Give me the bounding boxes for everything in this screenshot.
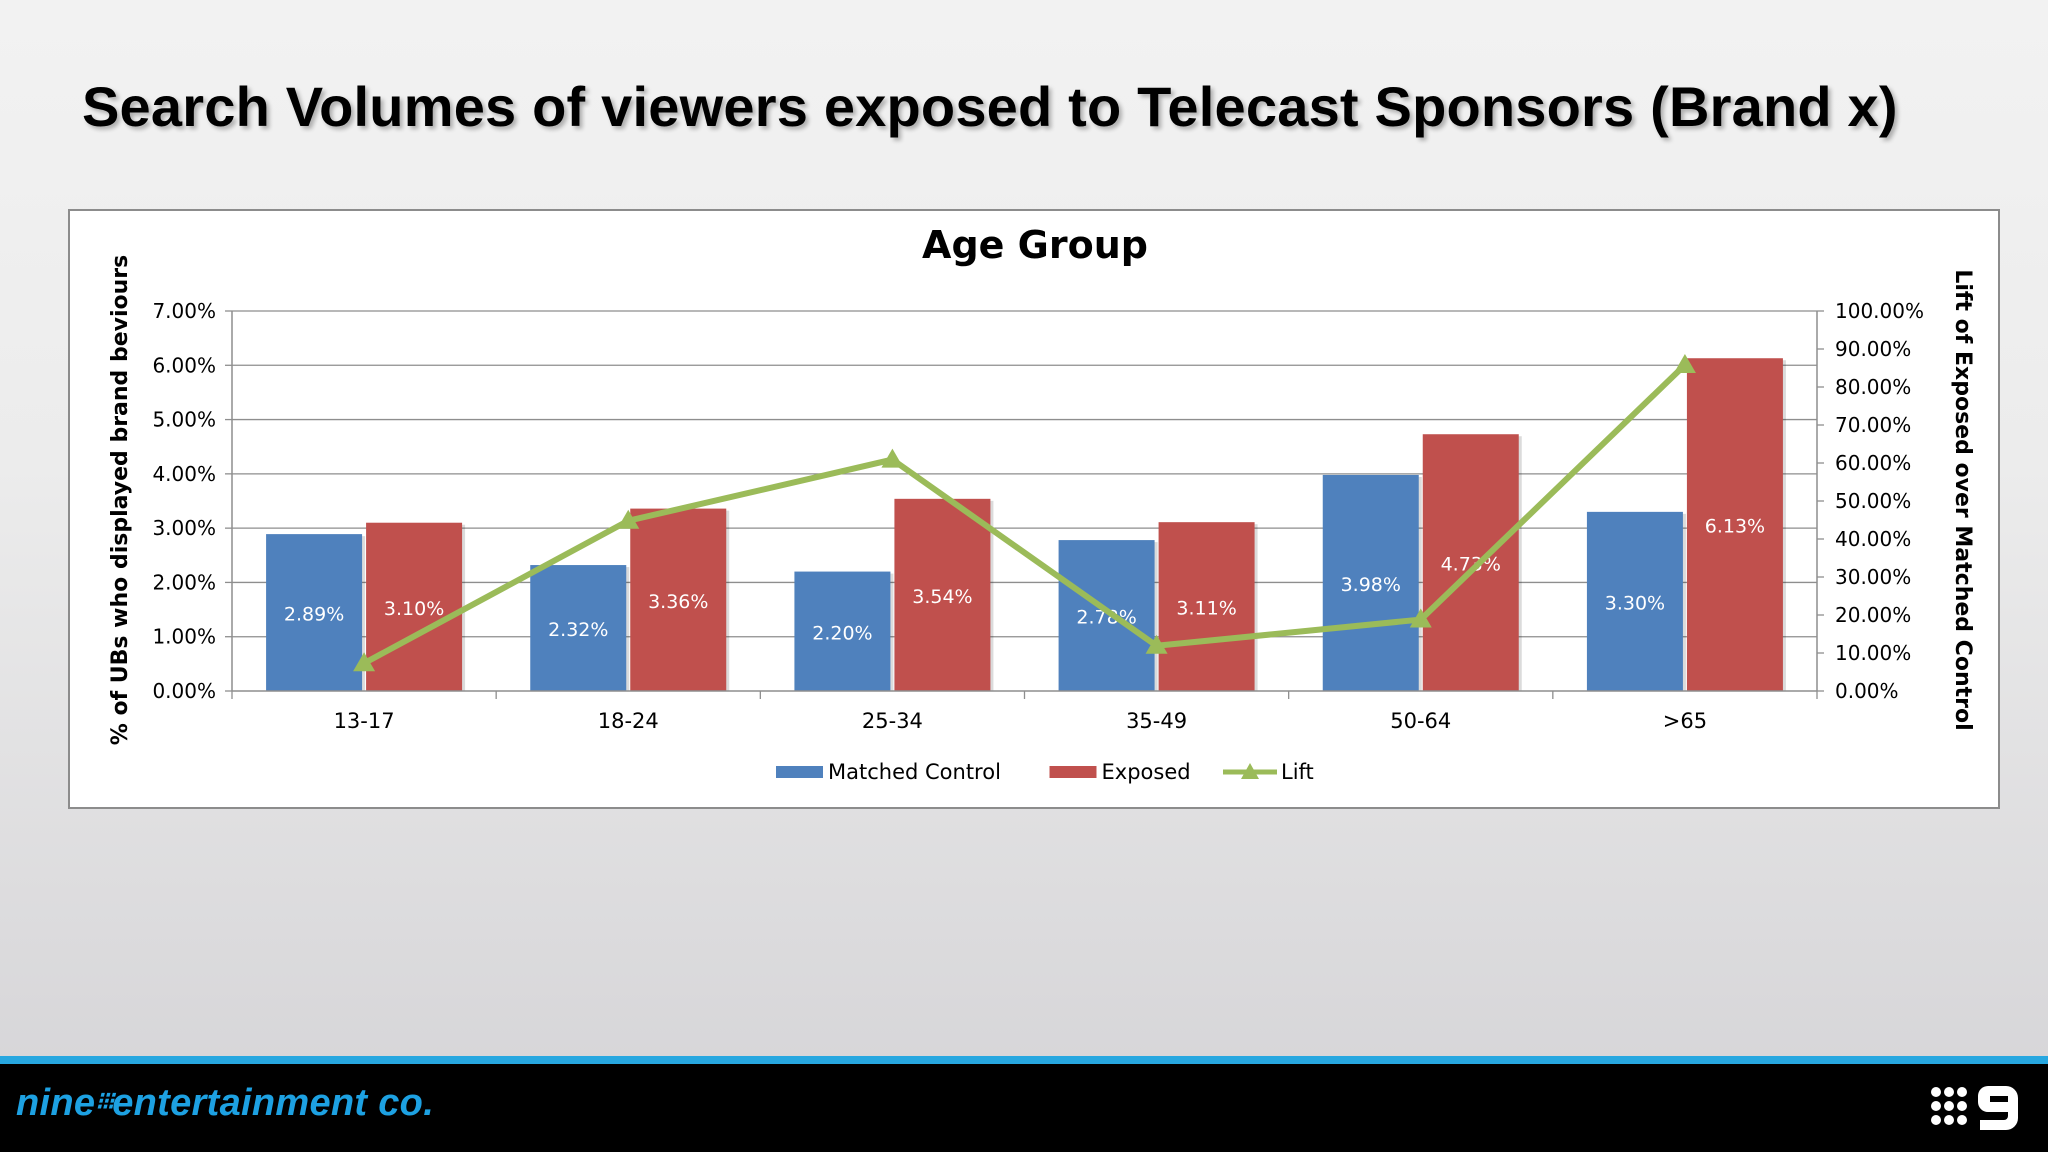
- legend-marker: [1241, 763, 1259, 779]
- y2-tick-label: 70.00%: [1835, 413, 1911, 437]
- y2-tick-label: 20.00%: [1835, 603, 1911, 627]
- bar-data-label: 3.54%: [912, 586, 972, 608]
- footer-bar: nine⁝⁝⁝entertainment co.: [0, 1064, 2048, 1152]
- lift-point: [881, 448, 904, 468]
- chart-title: Age Group: [922, 223, 1148, 267]
- bar-exposed: [1422, 434, 1519, 691]
- age-group-chart: Age Group % of UBs who displayed brand b…: [108, 223, 1975, 784]
- chart-frame: Age Group % of UBs who displayed brand b…: [68, 209, 2000, 809]
- bar-matched-control: [1586, 511, 1683, 691]
- lift-point: [353, 652, 376, 672]
- bar-data-label: 3.30%: [1605, 592, 1665, 614]
- x-tick-label: 35-49: [1126, 709, 1187, 733]
- slide-title: Search Volumes of viewers exposed to Tel…: [82, 75, 1898, 138]
- bar-data-label: 2.89%: [284, 604, 344, 626]
- nine-network-logo-icon: [1931, 1086, 2018, 1130]
- bar-exposed: [894, 498, 991, 691]
- y2-tick-label: 80.00%: [1835, 375, 1911, 399]
- y-tick-label: 2.00%: [152, 570, 216, 594]
- y2-tick-label: 10.00%: [1835, 641, 1911, 665]
- lift-point: [1673, 353, 1696, 373]
- footer-brand-nine: nine: [16, 1082, 96, 1124]
- y2-tick-label: 50.00%: [1835, 489, 1911, 513]
- footer-accent-line: [0, 1056, 2048, 1064]
- bar-matched-control: [266, 534, 363, 691]
- footer-brand-rest: entertainment co.: [112, 1082, 435, 1124]
- y-tick-label: 5.00%: [152, 408, 216, 432]
- bar-exposed: [1158, 522, 1255, 691]
- lift-point: [1409, 608, 1432, 628]
- y-tick-label: 4.00%: [152, 462, 216, 486]
- bar-data-label: 2.32%: [548, 619, 608, 641]
- bar-data-label: 6.13%: [1705, 516, 1765, 538]
- bar-data-label: 3.98%: [1341, 574, 1401, 596]
- bar-data-label: 3.36%: [648, 591, 708, 613]
- x-tick-label: 25-34: [862, 709, 923, 733]
- bar-matched-control: [1058, 540, 1155, 691]
- x-tick-label: >65: [1663, 709, 1707, 733]
- lift-line: [362, 362, 1687, 666]
- y2-tick-label: 40.00%: [1835, 527, 1911, 551]
- legend-entry: Exposed: [1102, 760, 1191, 784]
- footer-brand-logo: nine⁝⁝⁝entertainment co.: [16, 1082, 434, 1125]
- y2-tick-label: 60.00%: [1835, 451, 1911, 475]
- bar-exposed: [630, 508, 727, 691]
- bar-data-label: 3.11%: [1176, 598, 1236, 620]
- bar-exposed: [366, 522, 463, 691]
- y-tick-label: 0.00%: [152, 679, 216, 703]
- bar-matched-control: [1322, 474, 1419, 691]
- y2-tick-label: 100.00%: [1835, 299, 1924, 323]
- legend-swatch: [776, 766, 823, 778]
- legend-entry: Lift: [1281, 760, 1314, 784]
- y-tick-label: 1.00%: [152, 625, 216, 649]
- bar-matched-control: [530, 565, 627, 691]
- bar-matched-control: [794, 571, 891, 691]
- lift-point: [1145, 634, 1168, 654]
- y2-tick-label: 0.00%: [1835, 679, 1899, 703]
- y-axis-label: % of UBs who displayed brand beviours: [108, 255, 133, 746]
- y-tick-label: 7.00%: [152, 299, 216, 323]
- y2-axis-label: Lift of Exposed over Matched Control: [1950, 269, 1975, 730]
- x-tick-label: 50-64: [1390, 709, 1451, 733]
- y2-tick-label: 90.00%: [1835, 337, 1911, 361]
- lift-point: [617, 509, 640, 529]
- legend-swatch: [1049, 766, 1097, 778]
- bar-data-label: 3.10%: [384, 598, 444, 620]
- bar-data-label: 2.20%: [812, 622, 872, 644]
- footer-brand-dots-icon: ⁝⁝⁝: [95, 1088, 114, 1115]
- x-tick-label: 18-24: [598, 709, 659, 733]
- y2-tick-label: 30.00%: [1835, 565, 1911, 589]
- bar-exposed: [1686, 358, 1783, 691]
- y-tick-label: 6.00%: [152, 353, 216, 377]
- x-tick-label: 13-17: [334, 709, 395, 733]
- y-tick-label: 3.00%: [152, 516, 216, 540]
- legend-entry: Matched Control: [828, 760, 1001, 784]
